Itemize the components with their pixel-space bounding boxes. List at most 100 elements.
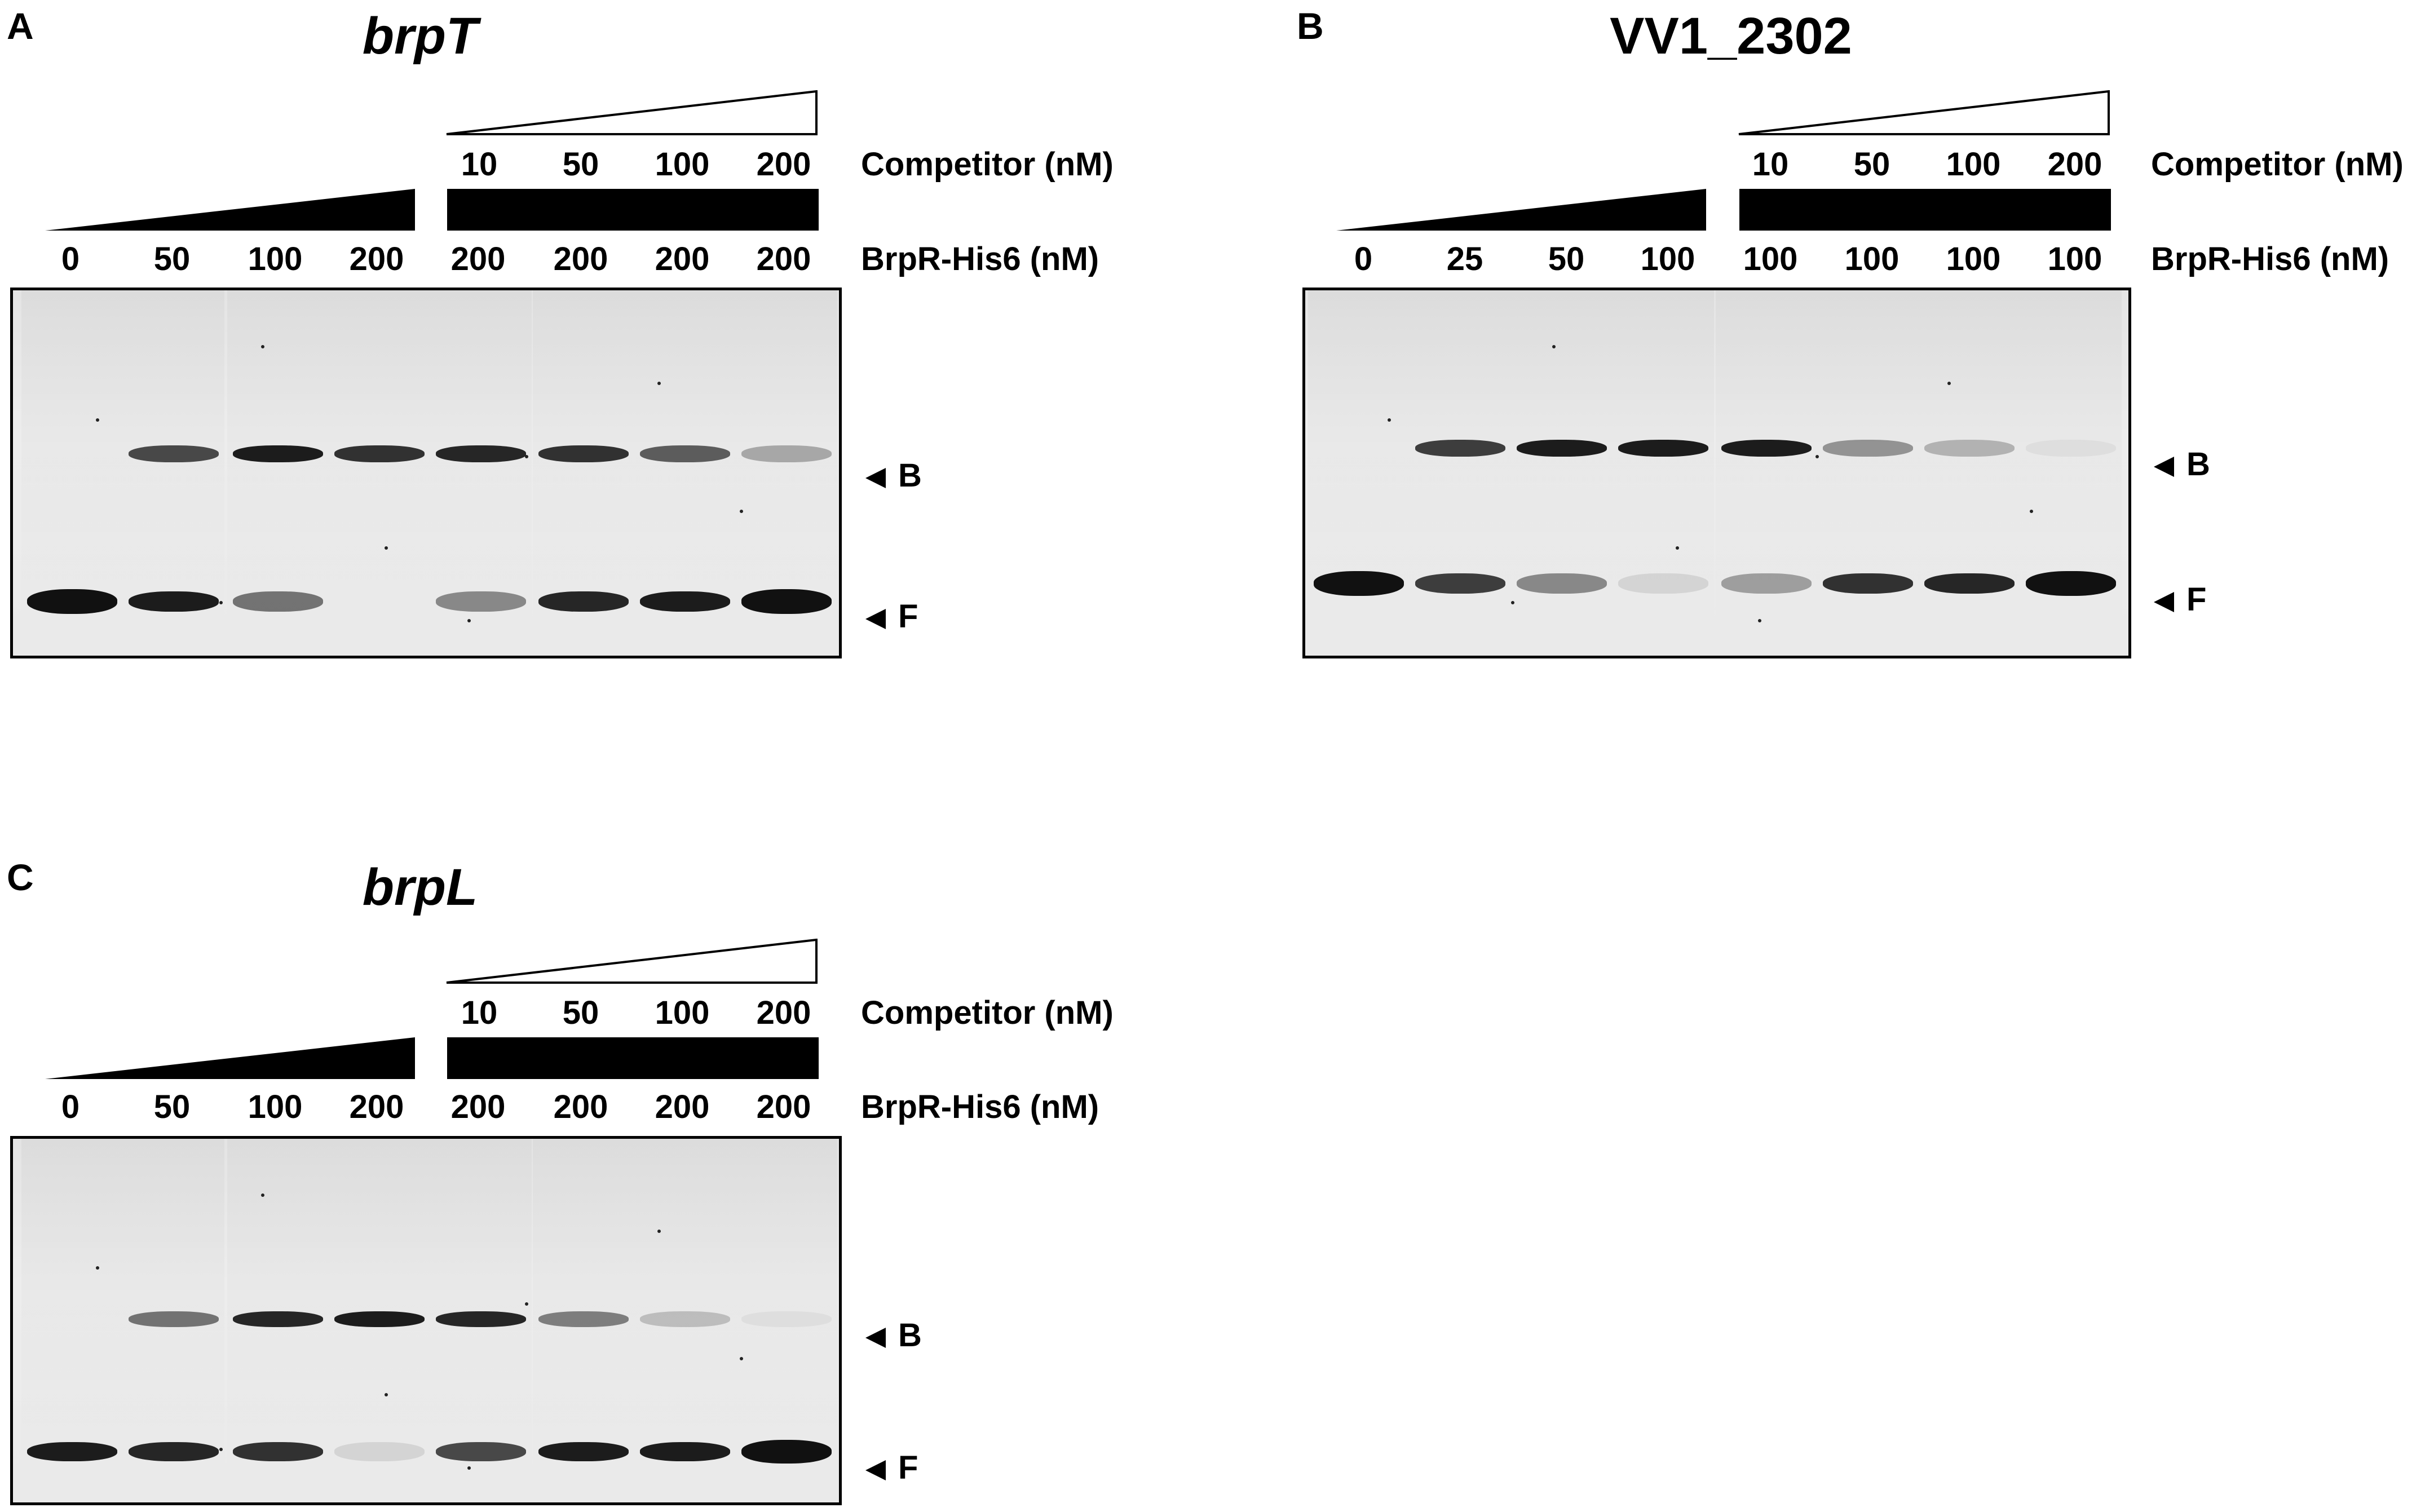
protein-value: 100 (1640, 241, 1695, 277)
gel-speck (385, 1393, 388, 1396)
protein-constant-bar (1739, 189, 2111, 231)
arrow-left-icon (865, 608, 886, 629)
bound-band (538, 1311, 629, 1327)
arrow-left-icon (2154, 591, 2174, 612)
bound-band (436, 1311, 526, 1327)
protein-value: 200 (756, 241, 811, 277)
free-band (741, 589, 832, 614)
bound-band (640, 1311, 730, 1327)
gel-lane (430, 290, 532, 656)
free-band (334, 1442, 425, 1461)
gel-lane (1613, 290, 1714, 656)
protein-value: 0 (61, 1089, 80, 1125)
protein-value: 200 (553, 1089, 608, 1125)
protein-ramp (45, 189, 415, 231)
gel-speck (657, 1230, 661, 1233)
competitor-value: 200 (756, 994, 811, 1031)
free-band (27, 1442, 117, 1461)
gel-lane (1410, 290, 1511, 656)
competitor-value: 10 (461, 146, 498, 183)
competitor-value: 200 (2047, 146, 2102, 183)
free-band (27, 589, 117, 614)
bound-band (129, 445, 219, 462)
gene-title: VV1_2302 (1610, 7, 1852, 65)
gel-speck (1815, 455, 1819, 458)
gel-speck (1511, 601, 1514, 604)
competitor-label: Competitor (nM) (2151, 146, 2404, 183)
protein-value: 200 (655, 241, 710, 277)
free-band (1618, 573, 1708, 594)
gel-speck (1388, 418, 1391, 422)
competitor-value: 10 (1752, 146, 1789, 183)
competitor-value: 100 (655, 994, 710, 1031)
gel-lane (1716, 290, 1817, 656)
gel-speck (657, 382, 661, 385)
free-band-marker: F (2154, 581, 2206, 618)
bound-band (538, 445, 629, 462)
free-band (233, 1442, 323, 1461)
competitor-value: 50 (562, 146, 599, 183)
bound-band (233, 1311, 323, 1327)
panel-c: C brpL 10 50 100 200 Competitor (nM) 0 5… (0, 851, 1218, 1512)
free-band (538, 591, 629, 612)
competitor-value: 10 (461, 994, 498, 1031)
gel-lane (1511, 290, 1613, 656)
bound-band (1618, 440, 1708, 457)
competitor-label: Competitor (nM) (861, 146, 1114, 183)
protein-value: 200 (450, 241, 506, 277)
free-band (233, 591, 323, 612)
bound-band (1924, 440, 2015, 457)
arrow-left-icon (2154, 456, 2174, 477)
free-band (1517, 573, 1607, 594)
protein-value: 50 (153, 241, 191, 277)
bound-band (640, 445, 730, 462)
gel-speck (385, 546, 388, 550)
gel-lane (1308, 290, 1410, 656)
protein-value: 100 (1743, 241, 1798, 277)
competitor-value: 100 (655, 146, 710, 183)
free-band-marker: F (865, 1449, 918, 1487)
gel-speck (1758, 619, 1761, 622)
protein-label: BrpR-His6 (nM) (861, 1089, 1099, 1125)
protein-value: 0 (1354, 241, 1373, 277)
gel-speck (740, 1357, 743, 1360)
protein-ramp (1336, 189, 1706, 231)
competitor-value: 50 (1853, 146, 1890, 183)
gene-title: brpL (362, 859, 478, 916)
bound-band (233, 445, 323, 462)
gel-speck (96, 418, 99, 422)
protein-value: 100 (248, 241, 303, 277)
competitor-ramp (446, 939, 818, 984)
gel-speck (219, 1448, 223, 1451)
bound-band (741, 1311, 832, 1327)
arrow-left-icon (865, 467, 886, 488)
protein-constant-bar (447, 189, 819, 231)
bound-band (1415, 440, 1505, 457)
gel-lane (329, 290, 430, 656)
gel-speck (261, 345, 264, 348)
protein-value: 200 (553, 241, 608, 277)
bound-band (129, 1311, 219, 1327)
protein-value: 200 (756, 1089, 811, 1125)
bound-band-marker: B (2154, 445, 2210, 483)
bound-band (436, 445, 526, 462)
panel-letter: C (7, 856, 34, 898)
free-band (2026, 571, 2116, 596)
gel-speck (740, 510, 743, 513)
gel-lane (1919, 290, 2020, 656)
gel-speck (2030, 510, 2033, 513)
panel-letter: B (1297, 5, 1324, 47)
free-band (129, 591, 219, 612)
free-band (640, 591, 730, 612)
bound-band (1823, 440, 1913, 457)
bound-band-marker: B (865, 457, 922, 494)
protein-value: 100 (248, 1089, 303, 1125)
free-band (1721, 573, 1812, 594)
protein-value: 100 (2047, 241, 2102, 277)
panel-b: B VV1_2302 10 50 100 200 Competitor (nM)… (1286, 0, 2434, 677)
bound-band (1721, 440, 1812, 457)
competitor-ramp (1738, 90, 2110, 135)
gel-image (10, 1136, 842, 1505)
gel-image (10, 288, 842, 658)
protein-value: 25 (1446, 241, 1483, 277)
